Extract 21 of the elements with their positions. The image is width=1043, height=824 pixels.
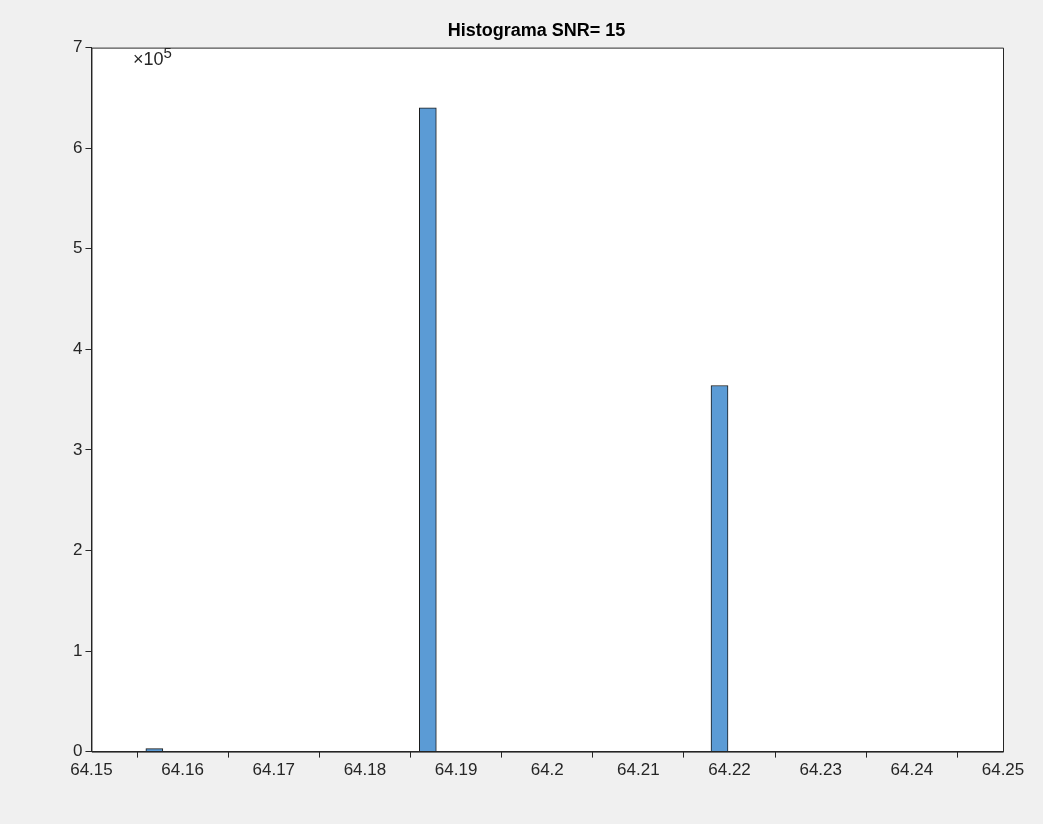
annotation: ×10$^{5}$: [133, 44, 172, 70]
x-tick-label: 64.2: [530, 760, 564, 780]
x-tick-label: 64.23: [799, 760, 842, 780]
x-tick-label: 64.15: [70, 760, 113, 780]
y-tick-label: 0: [72, 741, 83, 761]
x-tick-label: 64.18: [343, 760, 387, 780]
y-tick-label: 5: [72, 238, 83, 258]
y-tick-label: 4: [72, 339, 83, 358]
y-tick-label: 2: [72, 540, 83, 560]
x-tick-label: 64.25: [981, 760, 1025, 780]
y-tick-label: 3: [72, 439, 83, 459]
x-tick-label: 64.16: [161, 760, 204, 780]
y-tick-label: 1: [72, 640, 83, 660]
y-tick-label: 6: [72, 137, 83, 157]
x-tick-label: 64.22: [708, 760, 751, 780]
x-tick-label: 64.21: [617, 760, 660, 780]
x-tick-label: 64.19: [434, 760, 478, 780]
chart-title: Histograma SNR= 15: [447, 19, 626, 40]
x-tick-label: 64.24: [890, 760, 934, 780]
y-tick-label: 7: [72, 37, 83, 57]
x-tick-label: 64.17: [252, 760, 296, 780]
